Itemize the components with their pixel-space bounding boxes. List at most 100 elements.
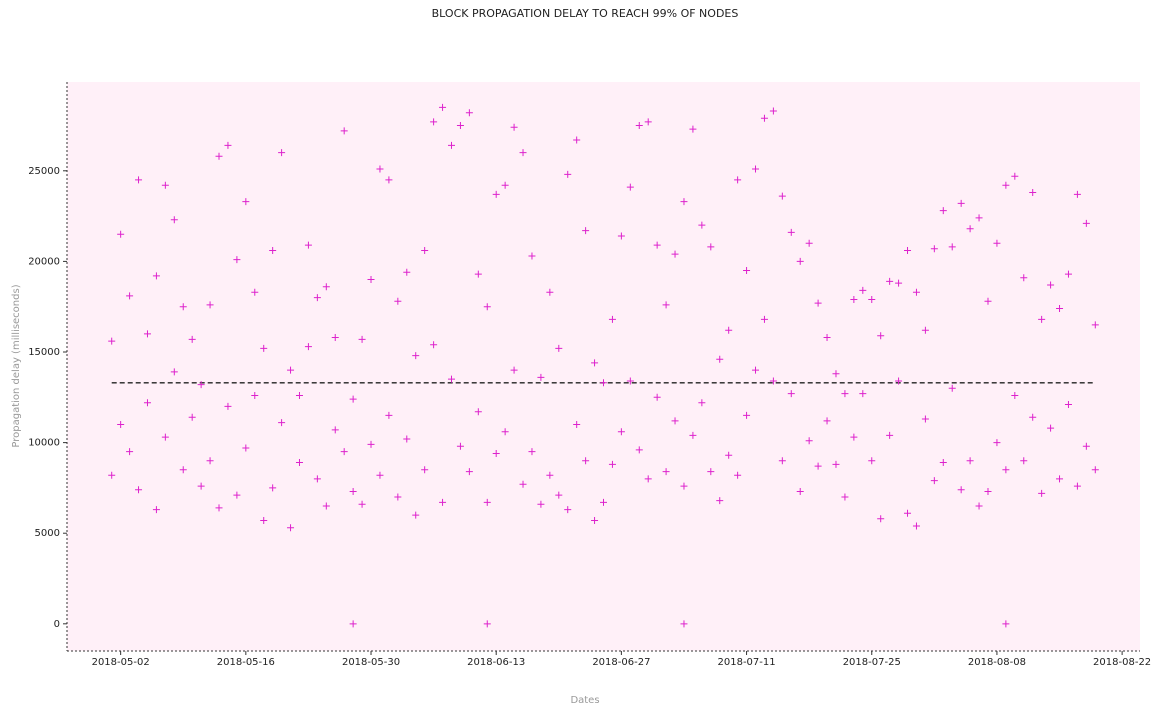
point [984,488,992,496]
chart-title: BLOCK PROPAGATION DELAY TO REACH 99% OF … [432,7,739,20]
point [662,301,670,309]
point [456,121,464,129]
point [340,448,348,456]
point [787,228,795,236]
point [260,344,268,352]
point [170,216,178,224]
point [966,457,974,465]
point [340,127,348,135]
point [295,459,303,467]
point [385,411,393,419]
point [546,288,554,296]
point [1002,620,1010,628]
point [1002,466,1010,474]
point [447,141,455,149]
point [671,417,679,425]
point [760,315,768,323]
point [412,511,420,519]
point [430,118,438,126]
point [778,192,786,200]
point [725,326,733,334]
point [957,199,965,207]
point [921,415,929,423]
point [188,335,196,343]
point [993,439,1001,447]
point [823,417,831,425]
point [850,295,858,303]
point [680,620,688,628]
point [465,468,473,476]
point [975,502,983,510]
x-tick-label: 2018-08-22 [1093,657,1151,668]
x-tick-label: 2018-05-30 [342,657,400,668]
point [376,471,384,479]
point [421,247,429,255]
point [635,121,643,129]
point [233,491,241,499]
point [966,225,974,233]
point [170,368,178,376]
point [287,524,295,532]
point [322,283,330,291]
point [242,198,250,206]
point [161,181,169,189]
point [412,352,420,360]
point [555,344,563,352]
point [528,252,536,260]
point [653,241,661,249]
point [600,379,607,387]
point [510,366,518,374]
point [510,123,518,131]
point [1056,475,1064,483]
point [260,517,268,525]
point [126,448,134,456]
point [626,377,634,385]
point [465,109,473,117]
point [698,399,706,407]
point [921,326,929,334]
point [707,468,715,476]
point [304,343,312,351]
point [680,198,688,206]
point [322,502,330,510]
point [1011,391,1019,399]
point [519,149,527,157]
point [939,459,947,467]
point [483,620,491,628]
y-tick-label: 0 [54,619,60,630]
point [868,457,876,465]
point [179,466,187,474]
point [930,477,938,485]
point [179,303,187,311]
point [582,227,590,235]
point [1038,315,1046,323]
point [796,257,804,265]
point [743,266,751,274]
x-tick-label: 2018-05-02 [92,657,150,668]
point [734,176,742,184]
point [1047,281,1055,289]
point [278,419,286,427]
point [573,136,581,144]
point [251,288,259,296]
point [1064,270,1072,278]
point [555,491,563,499]
point [537,373,545,381]
point [760,114,768,122]
point [886,277,894,285]
point [689,431,697,439]
y-tick-label: 25000 [28,166,60,177]
point [895,377,903,385]
point [108,337,116,345]
point [698,221,706,229]
point [644,118,652,126]
point [573,420,581,428]
point [1011,172,1019,180]
point [734,471,742,479]
point [975,214,983,222]
point [957,486,965,494]
point [608,315,616,323]
point [108,471,116,479]
point [716,355,724,363]
point [859,286,867,294]
